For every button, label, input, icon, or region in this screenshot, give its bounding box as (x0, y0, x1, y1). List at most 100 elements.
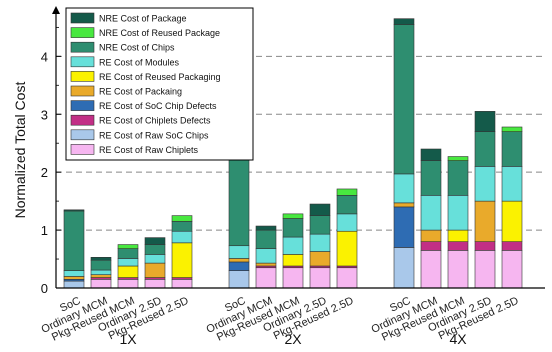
legend-swatch (70, 144, 95, 155)
bar-segment (420, 195, 442, 231)
legend-label: RE Cost of Chiplets Defects (99, 116, 211, 126)
bar-segment (63, 280, 85, 289)
bar-segment (90, 274, 112, 278)
bar-segment (90, 269, 112, 275)
bar-segment (255, 262, 277, 267)
axes (52, 6, 545, 289)
bar-segment (282, 236, 304, 255)
bar-stacks (63, 18, 523, 289)
bar-segment (90, 279, 112, 289)
bar-segment (420, 241, 442, 251)
bar-segment (336, 267, 358, 289)
bar-segment (420, 148, 442, 161)
bar-segment (90, 257, 112, 261)
bar-segment (474, 250, 496, 289)
bar-segment (282, 254, 304, 267)
bar-segment (393, 202, 415, 208)
bar-segment (474, 131, 496, 167)
bar-segment (393, 247, 415, 289)
bar-segment (393, 173, 415, 204)
bar-segment (501, 200, 523, 242)
bar-segment (447, 250, 469, 289)
legend-swatch (70, 56, 95, 68)
legend-label: RE Cost of SoC Chip Defects (99, 101, 217, 111)
bar-segment (447, 195, 469, 231)
bar-segment (474, 200, 496, 242)
bar-segment (171, 242, 193, 278)
legend: NRE Cost of Package NRE Cost of Reused Pa… (65, 7, 254, 161)
bar-segment (144, 244, 166, 255)
bar-segment (501, 126, 523, 132)
legend-swatch (70, 27, 95, 38)
legend-label: RE Cost of Modules (99, 57, 180, 67)
bar-segment (255, 248, 277, 264)
y-axis-arrow-icon (52, 6, 60, 14)
legend-label: RE Cost of Reused Packaging (99, 72, 221, 82)
bar-segment (228, 261, 250, 271)
legend-label: RE Cost of Raw Chiplets (99, 145, 199, 155)
bar-segment (117, 258, 139, 267)
bar-segment (501, 131, 523, 167)
bar-segment (171, 279, 193, 289)
bar-segment (255, 267, 277, 289)
bar-segment (393, 24, 415, 175)
bar-segment (144, 254, 166, 264)
bar-segment (228, 270, 250, 289)
bar-segment (309, 267, 331, 289)
bar-segment (63, 210, 85, 271)
y-tick-label: 3 (41, 107, 48, 122)
bar-segment (336, 230, 358, 267)
bar-segment (501, 241, 523, 251)
bar-segment (501, 166, 523, 202)
bar-segment (63, 276, 85, 280)
legend-swatch (70, 100, 95, 111)
bar-segment (501, 250, 523, 289)
bar-segment (336, 188, 358, 196)
bar-segment (117, 244, 139, 249)
bar-segment (144, 279, 166, 289)
legend-swatch (70, 41, 95, 53)
legend-swatch (70, 114, 95, 126)
bar-segment (171, 221, 193, 232)
bar-segment (309, 203, 331, 216)
bar-segment (447, 229, 469, 242)
bar-segment (255, 225, 277, 231)
bar-segment (171, 230, 193, 244)
bar-segment (144, 237, 166, 245)
bar-segment (309, 251, 331, 267)
y-tick-label: 1 (41, 223, 48, 238)
bar-segment (420, 160, 442, 196)
bar-segment (447, 241, 469, 251)
bar-segment (474, 111, 496, 132)
x-group-label: 2X (284, 331, 302, 347)
bar-segment (63, 209, 85, 212)
y-tick-label: 4 (41, 49, 48, 64)
bar-segment (420, 250, 442, 289)
legend-box (65, 7, 254, 161)
bar-segment (144, 262, 166, 278)
bar-segment (90, 259, 112, 271)
bar-segment (228, 245, 250, 259)
bar-segment (447, 160, 469, 196)
y-tick-label: 0 (41, 281, 48, 296)
bar-segment (117, 279, 139, 289)
bar-segment (117, 248, 139, 259)
bar-segment (228, 153, 250, 247)
bar-segment (336, 195, 358, 215)
legend-swatch (70, 71, 95, 82)
y-axis-label: Normalized Total Cost (12, 82, 28, 219)
bar-segment (336, 213, 358, 232)
legend-swatch (70, 12, 95, 24)
x-group-label: 4X (449, 331, 467, 347)
bar-segment (282, 267, 304, 289)
x-group-labels: 1X 2X 4X (119, 331, 467, 347)
bar-segment (117, 265, 139, 278)
y-tick-labels: 0 1 2 3 4 (41, 49, 48, 296)
bar-segment (393, 18, 415, 25)
bar-segment (474, 241, 496, 251)
bar-segment (255, 229, 277, 249)
bar-segment (228, 258, 250, 263)
y-tick-label: 2 (41, 165, 48, 180)
